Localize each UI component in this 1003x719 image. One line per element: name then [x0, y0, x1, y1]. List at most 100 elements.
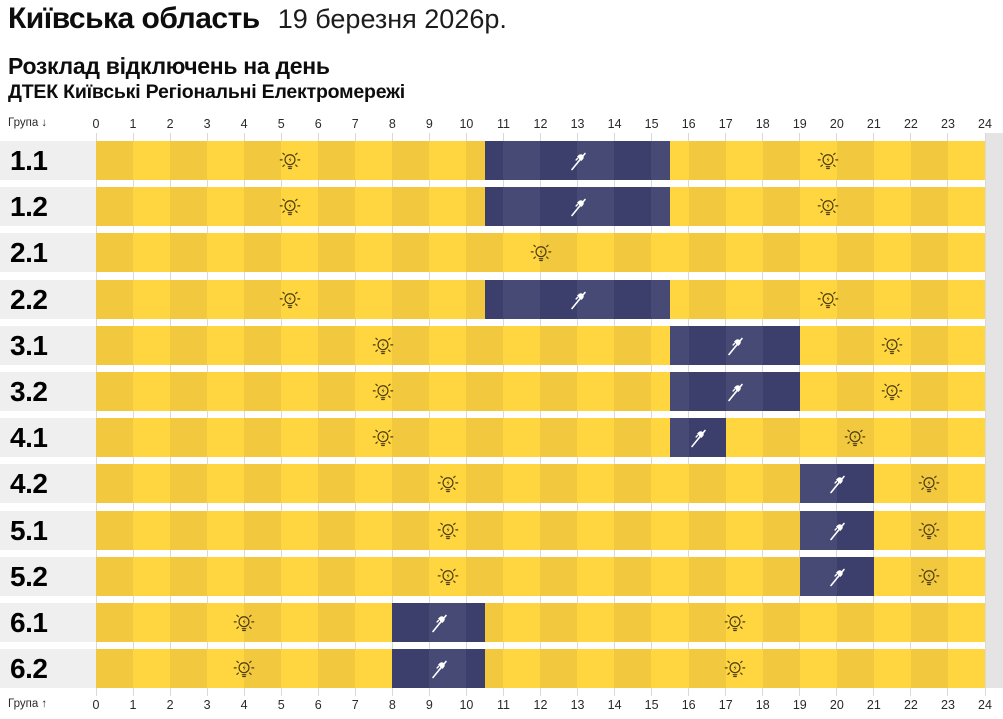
- power-on-cell: [151, 326, 171, 365]
- power-on-cell: [207, 418, 226, 457]
- power-on-cell: [910, 603, 930, 642]
- power-on-cell: [966, 372, 985, 411]
- power-on-cell: [392, 418, 411, 457]
- power-on-cell: [447, 141, 467, 180]
- power-on-cell: [966, 187, 985, 226]
- bulb-zap-icon: [233, 649, 255, 688]
- power-on-cell: [521, 603, 541, 642]
- power-off-cell: [595, 141, 615, 180]
- power-on-cell: [262, 464, 282, 503]
- power-on-cell: [447, 557, 467, 596]
- bulb-zap-icon: [372, 372, 394, 411]
- power-off-cell: [540, 141, 559, 180]
- power-off-cell: [558, 141, 578, 180]
- power-on-cell: [133, 280, 152, 319]
- power-on-cell: [929, 326, 948, 365]
- power-on-cell: [96, 603, 115, 642]
- power-on-cell: [614, 603, 633, 642]
- power-off-cell: [595, 187, 615, 226]
- power-on-cell: [910, 372, 930, 411]
- power-on-cell: [410, 372, 430, 411]
- power-on-cell: [669, 141, 689, 180]
- power-on-cell: [207, 280, 226, 319]
- right-margin-strip: [985, 133, 1003, 688]
- power-on-cell: [707, 557, 726, 596]
- power-on-cell: [947, 649, 967, 688]
- bulb-zap-icon: [437, 557, 459, 596]
- power-on-cell: [929, 464, 948, 503]
- power-on-cell: [133, 326, 152, 365]
- plug-off-icon: [825, 557, 849, 596]
- power-off-cell: [799, 557, 819, 596]
- power-on-cell: [892, 372, 911, 411]
- power-on-cell: [836, 280, 856, 319]
- hour-gridline: [243, 133, 245, 696]
- group-axis-label-top: Група ↓: [8, 117, 48, 129]
- power-off-cell: [503, 141, 522, 180]
- power-on-cell: [614, 233, 633, 272]
- power-off-cell: [781, 372, 800, 411]
- power-on-cell: [114, 464, 134, 503]
- power-off-cell: [651, 141, 670, 180]
- hour-tick-label-bottom: 5: [277, 698, 285, 712]
- power-on-cell: [966, 141, 985, 180]
- power-on-cell: [651, 603, 670, 642]
- hour-gridline: [132, 133, 134, 696]
- power-on-cell: [503, 233, 522, 272]
- power-on-cell: [410, 233, 430, 272]
- power-on-cell: [762, 464, 782, 503]
- hour-tick-label-top: 13: [570, 117, 585, 131]
- bulb-zap-icon: [724, 603, 746, 642]
- plug-off-icon: [825, 511, 849, 550]
- power-on-cell: [762, 649, 782, 688]
- power-on-cell: [281, 326, 300, 365]
- power-on-cell: [392, 326, 411, 365]
- power-on-cell: [392, 187, 411, 226]
- group-label: 4.2: [10, 467, 48, 499]
- hour-tick-label-top: 23: [941, 117, 955, 131]
- power-on-cell: [207, 141, 226, 180]
- power-on-cell: [96, 464, 115, 503]
- hour-gridline: [762, 133, 764, 696]
- power-on-cell: [540, 603, 559, 642]
- power-on-cell: [744, 187, 763, 226]
- power-on-cell: [762, 603, 782, 642]
- hour-tick-label-top: 17: [718, 117, 733, 131]
- power-on-cell: [207, 233, 226, 272]
- power-on-cell: [799, 187, 819, 226]
- power-off-cell: [818, 557, 837, 596]
- power-on-cell: [929, 511, 948, 550]
- power-on-cell: [632, 603, 652, 642]
- power-on-cell: [484, 649, 504, 688]
- schedule-bar: [96, 557, 985, 596]
- power-off-cell: [466, 649, 485, 688]
- power-on-cell: [151, 372, 171, 411]
- power-on-cell: [114, 649, 134, 688]
- power-off-cell: [781, 326, 800, 365]
- hour-tick-label-top: 1: [129, 117, 137, 131]
- power-on-cell: [521, 649, 541, 688]
- power-on-cell: [966, 511, 985, 550]
- power-on-cell: [225, 187, 245, 226]
- power-on-cell: [910, 511, 930, 550]
- power-off-cell: [595, 280, 615, 319]
- power-on-cell: [225, 557, 245, 596]
- power-on-cell: [873, 141, 893, 180]
- power-on-cell: [262, 511, 282, 550]
- power-on-cell: [540, 649, 559, 688]
- schedule-row: 1.1: [0, 141, 1003, 180]
- power-on-cell: [151, 557, 171, 596]
- bulb-zap-icon: [881, 326, 903, 365]
- schedule-bar: [96, 280, 985, 319]
- power-on-cell: [299, 233, 319, 272]
- hour-gridline: [651, 133, 653, 696]
- power-on-cell: [836, 326, 856, 365]
- plug-off-icon: [427, 649, 451, 688]
- hour-tick-label-top: 2: [166, 117, 174, 131]
- bulb-zap-icon: [817, 280, 839, 319]
- power-on-cell: [947, 511, 967, 550]
- bulb-zap-icon: [279, 280, 301, 319]
- bulb-zap-icon: [530, 233, 552, 272]
- power-on-cell: [521, 372, 541, 411]
